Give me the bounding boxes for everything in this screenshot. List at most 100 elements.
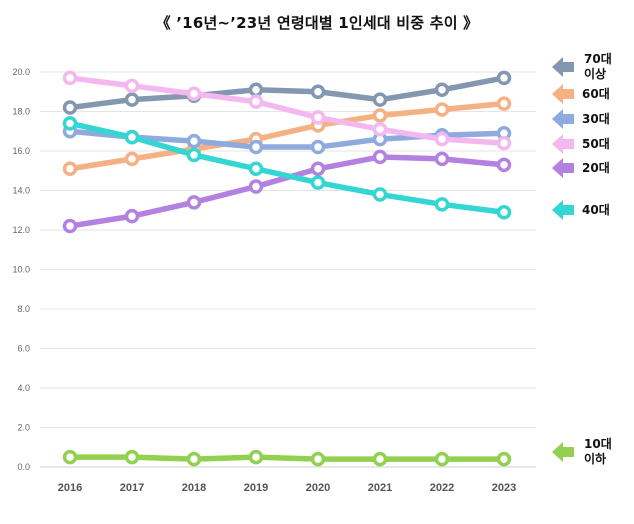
legend-label: 50대 <box>582 137 610 151</box>
data-point <box>434 151 450 167</box>
data-point <box>310 451 326 467</box>
legend-arrow-icon <box>552 84 574 104</box>
x-axis-ticks: 2016 2017 2018 2019 2020 2021 2022 2023 <box>58 482 516 494</box>
legend-item: 40대 <box>552 200 610 220</box>
data-point <box>124 129 140 145</box>
y-tick-label: 12.0 <box>12 225 30 235</box>
legend-item: 10대 이하 <box>552 437 612 466</box>
legend-label: 40대 <box>582 203 610 217</box>
data-point <box>248 179 264 194</box>
legend-item: 20대 <box>552 158 610 178</box>
legend-label: 70대 이상 <box>584 52 612 81</box>
series <box>62 449 512 467</box>
data-point <box>372 187 388 202</box>
x-tick-label: 2021 <box>368 482 392 494</box>
data-point <box>310 161 326 177</box>
series-line <box>67 454 507 462</box>
data-point <box>310 110 326 125</box>
x-tick-label: 2023 <box>492 482 516 494</box>
x-tick-label: 2022 <box>430 482 454 494</box>
data-point <box>496 135 512 151</box>
data-point <box>372 92 388 107</box>
y-tick-label: 6.0 <box>17 344 30 354</box>
legend-label: 20대 <box>582 161 610 175</box>
series-line <box>67 120 507 215</box>
y-tick-label: 16.0 <box>12 146 30 156</box>
data-point <box>186 133 202 149</box>
data-point <box>496 70 512 86</box>
legend-arrow-icon <box>552 200 574 220</box>
legend-label: 60대 <box>582 87 610 101</box>
data-point <box>62 449 78 465</box>
data-point <box>434 131 450 147</box>
x-tick-label: 2020 <box>306 482 330 494</box>
data-point <box>124 78 140 94</box>
data-point <box>248 82 264 98</box>
data-point <box>124 449 140 465</box>
series-layer <box>62 70 512 467</box>
y-tick-label: 10.0 <box>12 265 30 275</box>
legend-item: 30대 <box>552 109 610 129</box>
data-point <box>372 451 388 467</box>
data-point <box>186 451 202 467</box>
y-tick-label: 2.0 <box>17 423 30 433</box>
legend-arrow-icon <box>552 134 574 154</box>
legend-item: 50대 <box>552 134 610 154</box>
data-point <box>372 122 388 137</box>
data-point <box>434 197 450 212</box>
y-axis-ticks: 0.0 2.0 4.0 6.0 8.0 10.0 12.0 14.0 16.0 18.0 20.0 <box>12 67 30 472</box>
data-point <box>248 161 264 177</box>
y-tick-label: 8.0 <box>17 304 30 314</box>
series-line <box>67 75 507 111</box>
data-point <box>186 195 202 210</box>
x-tick-label: 2019 <box>244 482 268 494</box>
series <box>62 70 512 151</box>
legend-arrow-icon <box>552 57 574 77</box>
data-point <box>62 161 78 177</box>
data-point <box>248 449 264 465</box>
data-point <box>186 86 202 101</box>
series <box>62 70 512 115</box>
legend-item: 60대 <box>552 84 610 104</box>
series-line <box>67 100 507 172</box>
data-point <box>248 94 264 109</box>
data-point <box>310 175 326 190</box>
data-point <box>496 204 512 220</box>
data-point <box>434 82 450 98</box>
legend: 70대 이상 60대 30대 50대 20대 40대 10대 이하 <box>552 52 612 466</box>
data-point <box>186 147 202 163</box>
data-point <box>124 151 140 167</box>
x-tick-label: 2017 <box>120 482 144 494</box>
legend-label: 10대 이하 <box>584 437 612 466</box>
data-point <box>496 157 512 173</box>
data-point <box>434 102 450 117</box>
data-point <box>372 108 388 123</box>
y-tick-label: 20.0 <box>12 67 30 77</box>
data-point <box>248 139 264 155</box>
data-point <box>62 70 78 86</box>
x-tick-label: 2016 <box>58 482 82 494</box>
y-tick-label: 0.0 <box>17 462 30 472</box>
series-line <box>67 75 507 146</box>
data-point <box>496 96 512 111</box>
data-point <box>62 116 78 131</box>
x-tick-label: 2018 <box>182 482 206 494</box>
legend-item: 70대 이상 <box>552 52 612 81</box>
data-point <box>62 218 78 234</box>
data-point <box>310 139 326 155</box>
chart-title: 《 ’16년~’23년 연령대별 1인세대 비중 추이 》 <box>155 14 479 32</box>
legend-arrow-icon <box>552 158 574 178</box>
y-tick-label: 18.0 <box>12 107 30 117</box>
series <box>62 116 512 220</box>
y-tick-label: 14.0 <box>12 186 30 196</box>
data-point <box>62 100 78 115</box>
legend-label: 30대 <box>582 112 610 126</box>
data-point <box>124 208 140 224</box>
legend-arrow-icon <box>552 109 574 129</box>
data-point <box>310 84 326 99</box>
data-point <box>372 149 388 165</box>
legend-arrow-icon <box>552 442 574 462</box>
data-point <box>124 92 140 107</box>
y-tick-label: 4.0 <box>17 383 30 393</box>
